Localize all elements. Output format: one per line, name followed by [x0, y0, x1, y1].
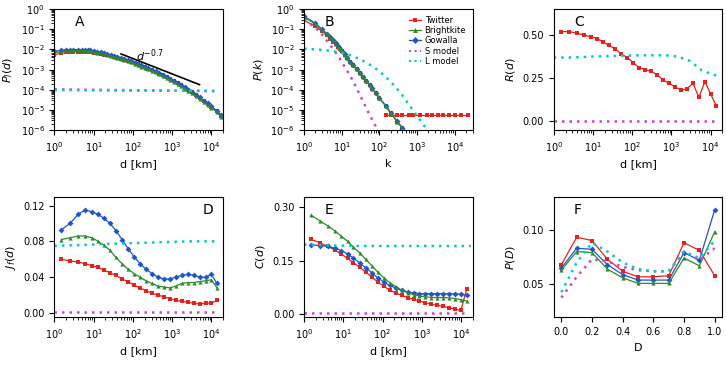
Text: B: B: [325, 15, 334, 29]
Text: E: E: [325, 203, 333, 217]
X-axis label: d [km]: d [km]: [121, 346, 158, 356]
Y-axis label: $P(k)$: $P(k)$: [252, 58, 264, 81]
Y-axis label: $J_f(d)$: $J_f(d)$: [4, 244, 17, 269]
Text: C: C: [574, 15, 584, 29]
Y-axis label: $C(d)$: $C(d)$: [254, 245, 267, 269]
Y-axis label: $R(d)$: $R(d)$: [504, 57, 517, 82]
Text: $d^{-0.7}$: $d^{-0.7}$: [136, 47, 163, 64]
X-axis label: d [km]: d [km]: [121, 159, 158, 169]
Text: F: F: [574, 203, 582, 217]
Text: A: A: [75, 15, 84, 29]
X-axis label: d [km]: d [km]: [619, 159, 656, 169]
Text: D: D: [203, 203, 213, 217]
Legend: Twitter, Brightkite, Gowalla, S model, L model: Twitter, Brightkite, Gowalla, S model, L…: [407, 13, 468, 68]
X-axis label: d [km]: d [km]: [370, 346, 407, 356]
Y-axis label: $P(D)$: $P(D)$: [504, 244, 517, 269]
X-axis label: k: k: [386, 159, 391, 169]
X-axis label: D: D: [634, 343, 643, 353]
Y-axis label: $P_l(d)$: $P_l(d)$: [1, 57, 15, 83]
